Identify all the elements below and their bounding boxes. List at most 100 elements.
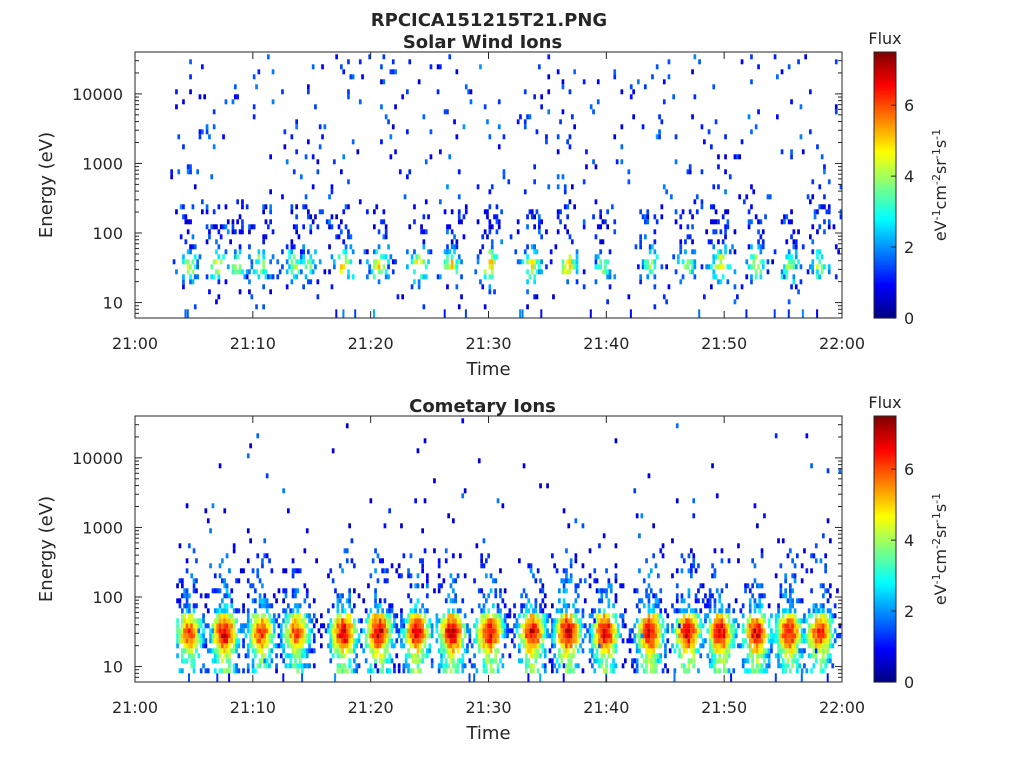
spectrogram-cell	[278, 269, 282, 275]
spectrogram-cell	[614, 563, 618, 569]
spectrogram-cell	[419, 648, 422, 654]
spectrogram-cell	[571, 239, 574, 245]
spectrogram-cell	[811, 179, 815, 185]
spectrogram-cell	[503, 633, 507, 639]
spectrogram-cell	[450, 254, 454, 260]
spectrogram-cell	[539, 628, 542, 634]
spectrogram-cell	[541, 628, 545, 634]
spectrogram-cell	[447, 628, 450, 634]
spectrogram-cell	[454, 623, 457, 629]
spectrogram-cell	[435, 613, 439, 619]
spectrogram-cell	[545, 264, 548, 270]
spectrogram-cell	[374, 663, 377, 669]
spectrogram-cell	[569, 578, 573, 584]
spectrogram-cell	[598, 598, 601, 604]
spectrogram-cell	[816, 264, 819, 270]
spectrogram-cell	[452, 658, 455, 664]
spectrogram-cell	[784, 578, 787, 584]
spectrogram-cell	[803, 633, 806, 639]
spectrogram-cell	[819, 628, 823, 634]
spectrogram-cell	[495, 254, 499, 260]
spectrogram-cell	[277, 623, 281, 629]
spectrogram-cell	[706, 603, 710, 609]
spectrogram-cell	[279, 638, 283, 644]
spectrogram-cell	[320, 623, 323, 629]
spectrogram-cell	[449, 653, 453, 659]
spectrogram-cell	[595, 628, 599, 634]
spectrogram-cell	[296, 603, 300, 609]
colorbar-segment	[874, 588, 896, 592]
spectrogram-cell	[297, 234, 301, 240]
spectrogram-cell	[693, 264, 697, 270]
spectrogram-cell	[653, 304, 657, 310]
spectrogram-cell	[422, 304, 426, 310]
spectrogram-cell	[576, 593, 580, 599]
spectrogram-cell	[540, 269, 543, 275]
spectrogram-cell	[421, 658, 424, 664]
spectrogram-cell	[811, 259, 815, 265]
spectrogram-cell	[546, 613, 549, 619]
colorbar-segment	[874, 595, 896, 599]
colorbar-segment	[874, 624, 896, 628]
spectrogram-cell	[487, 648, 490, 654]
spectrogram-cell	[526, 269, 529, 275]
spectrogram-cell	[287, 628, 290, 634]
spectrogram-cell	[463, 633, 467, 639]
spectrogram-cell	[261, 613, 264, 619]
spectrogram-cell	[183, 618, 186, 624]
spectrogram-cell	[747, 219, 751, 225]
spectrogram-cell	[525, 623, 528, 629]
spectrogram-cell	[182, 99, 185, 105]
spectrogram-cell	[225, 648, 229, 654]
spectrogram-cell	[213, 623, 217, 629]
spectrogram-cell	[264, 204, 268, 210]
spectrogram-cell	[748, 668, 752, 674]
spectrogram-cell	[540, 234, 543, 240]
spectrogram-cell	[602, 648, 606, 654]
spectrogram-cell	[423, 613, 427, 619]
spectrogram-cell	[785, 274, 789, 280]
spectrogram-cell	[694, 598, 698, 604]
spectrogram-cell	[641, 259, 645, 265]
spectrogram-cell	[462, 124, 466, 130]
spectrogram-cell	[599, 264, 602, 270]
spectrogram-cell	[633, 633, 637, 639]
spectrogram-cell	[423, 438, 427, 444]
spectrogram-cell	[753, 563, 757, 569]
spectrogram-cell	[566, 269, 569, 275]
spectrogram-cell	[381, 663, 384, 669]
spectrogram-cell	[201, 129, 204, 135]
spectrogram-cell	[292, 224, 296, 230]
spectrogram-cell	[347, 179, 350, 185]
spectrogram-cell	[433, 548, 436, 554]
spectrogram-cell	[792, 279, 796, 285]
spectrogram-cell	[706, 628, 710, 634]
spectrogram-cell	[270, 658, 274, 664]
spectrogram-cell	[819, 643, 823, 649]
spectrogram-cell	[609, 633, 613, 639]
spectrogram-cell	[653, 249, 657, 255]
spectrogram-cell	[232, 633, 236, 639]
spectrogram-cell	[725, 643, 728, 649]
spectrogram-cell	[410, 254, 414, 260]
spectrogram-cell	[834, 109, 838, 115]
spectrogram-cell	[572, 623, 575, 629]
spectrogram-cell	[784, 593, 787, 599]
spectrogram-cell	[374, 633, 377, 639]
spectrogram-cell	[414, 613, 417, 619]
spectrogram-cell	[257, 274, 261, 280]
x-tick-label: 21:20	[348, 334, 394, 353]
spectrogram-cell	[797, 259, 800, 265]
spectrogram-cell	[539, 608, 542, 614]
spectrogram-cell	[295, 229, 298, 235]
spectrogram-cell	[790, 219, 793, 225]
spectrogram-cell	[437, 618, 441, 624]
spectrogram-cell	[378, 623, 382, 629]
spectrogram-cell	[649, 568, 653, 574]
spectrogram-cell	[446, 229, 449, 235]
y-tick-label: 10000	[72, 449, 123, 468]
spectrogram-cell	[443, 249, 447, 255]
spectrogram-cell	[342, 209, 346, 215]
spectrogram-cell	[400, 523, 403, 529]
spectrogram-cell	[754, 124, 758, 130]
